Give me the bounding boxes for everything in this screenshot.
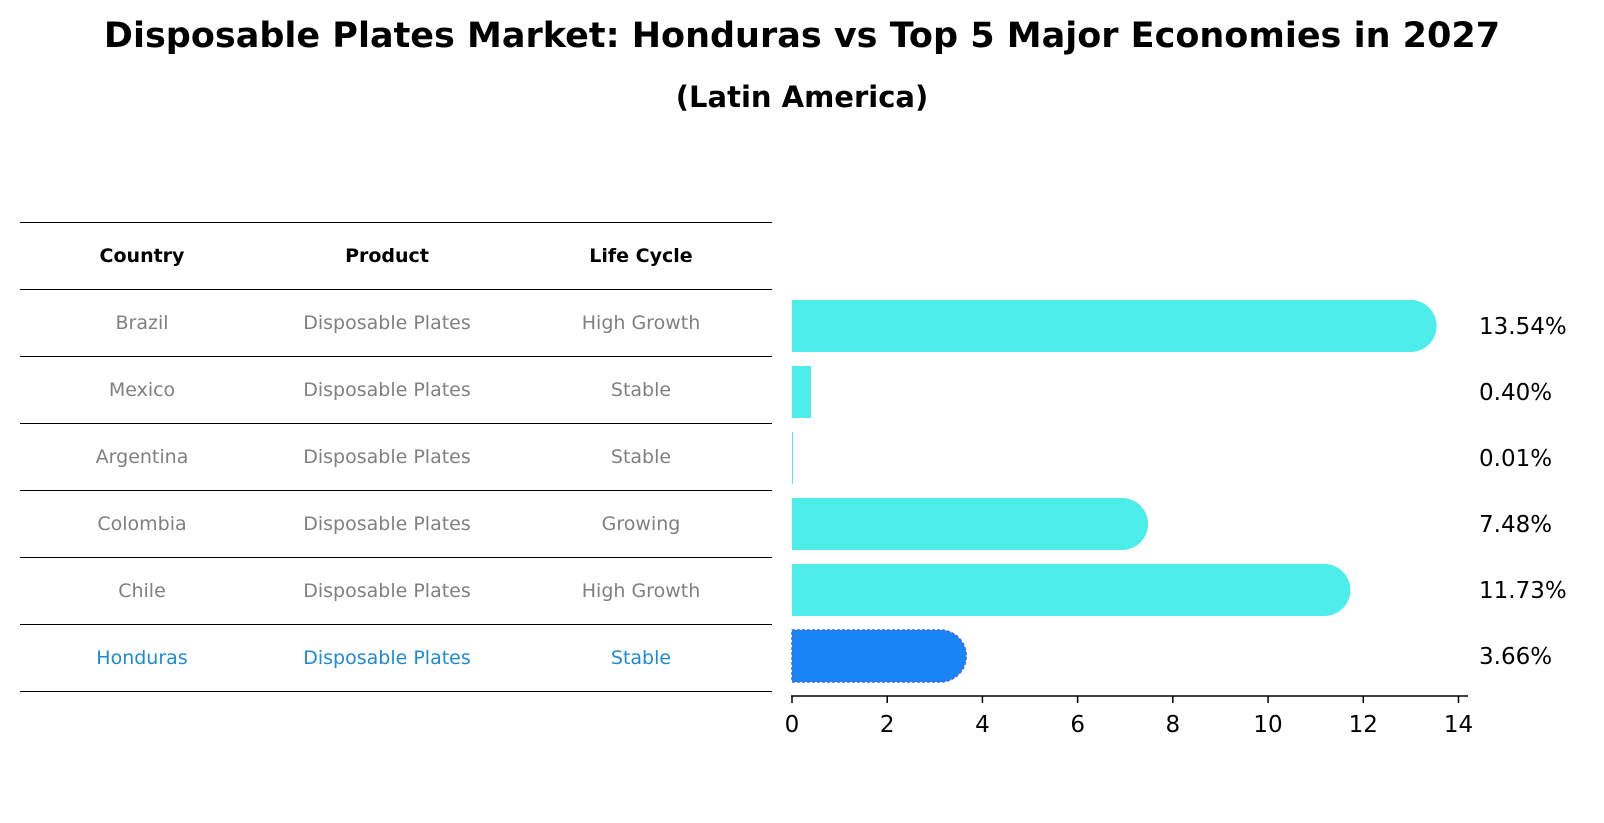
value-label-mexico: 0.40% [1479, 380, 1552, 406]
table-row: Chile Disposable Plates High Growth [20, 557, 772, 625]
value-label-chile: 11.73% [1479, 578, 1567, 604]
value-label-honduras: 3.66% [1479, 644, 1552, 670]
table-row: Brazil Disposable Plates High Growth [20, 289, 772, 357]
market-table: Country Product Life Cycle Brazil Dispos… [20, 222, 772, 692]
chart-title: Disposable Plates Market: Honduras vs To… [103, 16, 1501, 56]
bar-chile [792, 564, 1351, 616]
x-tick-label: 8 [1166, 712, 1181, 738]
cell-country: Mexico [20, 356, 264, 424]
cell-country: Colombia [20, 490, 264, 558]
cell-country: Chile [20, 557, 264, 625]
x-tick-label: 6 [1070, 712, 1085, 738]
bar-argentina [792, 432, 793, 484]
x-tick-label: 14 [1444, 712, 1473, 738]
value-label-argentina: 0.01% [1479, 446, 1552, 472]
cell-product: Disposable Plates [264, 423, 510, 491]
bar-brazil [792, 300, 1437, 352]
table-row-highlight: Honduras Disposable Plates Stable [20, 624, 772, 692]
cell-life-cycle: High Growth [510, 557, 772, 625]
cell-life-cycle: Stable [510, 356, 772, 424]
bars-layer [791, 300, 1437, 683]
column-header-product: Product [264, 222, 510, 290]
value-labels-layer: 13.54% 0.40% 0.01% 7.48% 11.73% 3.66% [1479, 314, 1567, 670]
cell-product: Disposable Plates [264, 490, 510, 558]
table-header-row: Country Product Life Cycle [20, 222, 772, 290]
chart-subtitle: (Latin America) [675, 80, 929, 114]
x-tick-label: 12 [1349, 712, 1378, 738]
cell-product: Disposable Plates [264, 624, 510, 692]
cell-country: Honduras [20, 624, 264, 692]
cell-product: Disposable Plates [264, 289, 510, 357]
bar-honduras [791, 629, 967, 683]
value-label-colombia: 7.48% [1479, 512, 1552, 538]
cell-life-cycle: Growing [510, 490, 772, 558]
table-row: Argentina Disposable Plates Stable [20, 423, 772, 491]
x-tick-label: 2 [880, 712, 895, 738]
cell-country: Argentina [20, 423, 264, 491]
cell-life-cycle: Stable [510, 624, 772, 692]
x-axis: 0 2 4 6 8 10 12 14 [785, 695, 1473, 738]
bar-mexico [792, 366, 812, 418]
x-tick-label: 10 [1253, 712, 1282, 738]
cell-product: Disposable Plates [264, 356, 510, 424]
column-header-life-cycle: Life Cycle [510, 222, 772, 290]
value-label-brazil: 13.54% [1479, 314, 1567, 340]
column-header-country: Country [20, 222, 264, 290]
cell-product: Disposable Plates [264, 557, 510, 625]
cell-life-cycle: High Growth [510, 289, 772, 357]
market-table-container: Country Product Life Cycle Brazil Dispos… [20, 222, 772, 692]
table-row: Mexico Disposable Plates Stable [20, 356, 772, 424]
cell-country: Brazil [20, 289, 264, 357]
x-tick-label: 0 [785, 712, 800, 738]
table-row: Colombia Disposable Plates Growing [20, 490, 772, 558]
cell-life-cycle: Stable [510, 423, 772, 491]
x-tick-label: 4 [975, 712, 990, 738]
bar-colombia [792, 498, 1149, 550]
